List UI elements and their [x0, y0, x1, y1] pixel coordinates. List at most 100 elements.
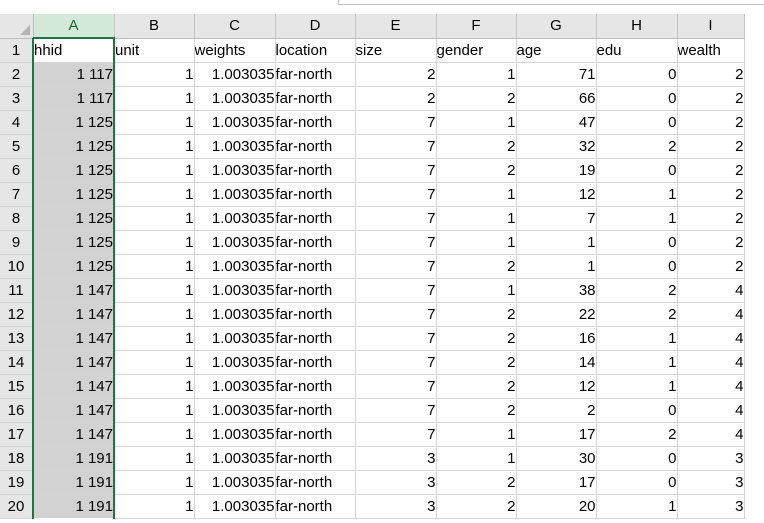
cell-b4[interactable]: 1 [114, 110, 195, 135]
cell-g1[interactable]: age [516, 38, 597, 63]
cell-g13[interactable]: 16 [516, 326, 597, 351]
cell-g9[interactable]: 1 [516, 230, 597, 255]
cell-d1[interactable]: location [275, 38, 356, 63]
cell-d6[interactable]: far-north [275, 158, 356, 183]
cell-f7[interactable]: 1 [436, 182, 517, 207]
cell-c7[interactable]: 1.003035 [194, 182, 276, 207]
cell-g2[interactable]: 71 [516, 62, 597, 87]
cell-b10[interactable]: 1 [114, 254, 195, 279]
cell-d13[interactable]: far-north [275, 326, 356, 351]
cell-h6[interactable]: 0 [596, 158, 678, 183]
cell-a14[interactable]: 1 147 [32, 350, 115, 375]
cell-f11[interactable]: 1 [436, 278, 517, 303]
cell-d5[interactable]: far-north [275, 134, 356, 159]
row-header[interactable]: 4 [0, 110, 34, 135]
cell-f6[interactable]: 2 [436, 158, 517, 183]
cell-a11[interactable]: 1 147 [32, 278, 115, 303]
row-header[interactable]: 3 [0, 86, 34, 111]
cell-h20[interactable]: 1 [596, 494, 678, 519]
cell-b8[interactable]: 1 [114, 206, 195, 231]
cell-i2[interactable]: 2 [677, 62, 745, 87]
row-header[interactable]: 18 [0, 446, 34, 471]
cell-b9[interactable]: 1 [114, 230, 195, 255]
cell-f13[interactable]: 2 [436, 326, 517, 351]
cell-i14[interactable]: 4 [677, 350, 745, 375]
cell-c1[interactable]: weights [194, 38, 276, 63]
cell-h2[interactable]: 0 [596, 62, 678, 87]
cell-f8[interactable]: 1 [436, 206, 517, 231]
cell-i11[interactable]: 4 [677, 278, 745, 303]
cell-f16[interactable]: 2 [436, 398, 517, 423]
cell-d2[interactable]: far-north [275, 62, 356, 87]
cell-f4[interactable]: 1 [436, 110, 517, 135]
cell-h5[interactable]: 2 [596, 134, 678, 159]
cell-a1[interactable]: hhid [32, 38, 115, 63]
column-header-g[interactable]: G [516, 14, 597, 39]
cell-c3[interactable]: 1.003035 [194, 86, 276, 111]
cell-g12[interactable]: 22 [516, 302, 597, 327]
cell-e7[interactable]: 7 [355, 182, 437, 207]
cell-f19[interactable]: 2 [436, 470, 517, 495]
cell-f1[interactable]: gender [436, 38, 517, 63]
cell-d12[interactable]: far-north [275, 302, 356, 327]
cell-a6[interactable]: 1 125 [32, 158, 115, 183]
cell-c9[interactable]: 1.003035 [194, 230, 276, 255]
cell-c4[interactable]: 1.003035 [194, 110, 276, 135]
cell-a18[interactable]: 1 191 [32, 446, 115, 471]
row-header[interactable]: 13 [0, 326, 34, 351]
cell-e19[interactable]: 3 [355, 470, 437, 495]
cell-f9[interactable]: 1 [436, 230, 517, 255]
column-header-d[interactable]: D [275, 14, 356, 39]
cell-c11[interactable]: 1.003035 [194, 278, 276, 303]
cell-a20[interactable]: 1 191 [32, 494, 115, 518]
cell-f5[interactable]: 2 [436, 134, 517, 159]
cell-e10[interactable]: 7 [355, 254, 437, 279]
cell-i16[interactable]: 4 [677, 398, 745, 423]
cell-a15[interactable]: 1 147 [32, 374, 115, 399]
row-header[interactable]: 7 [0, 182, 34, 207]
cell-c15[interactable]: 1.003035 [194, 374, 276, 399]
cell-e20[interactable]: 3 [355, 494, 437, 519]
cell-h19[interactable]: 0 [596, 470, 678, 495]
cell-d7[interactable]: far-north [275, 182, 356, 207]
cell-e3[interactable]: 2 [355, 86, 437, 111]
cell-g3[interactable]: 66 [516, 86, 597, 111]
formula-bar-edge[interactable] [338, 0, 764, 5]
cell-e4[interactable]: 7 [355, 110, 437, 135]
row-header[interactable]: 8 [0, 206, 34, 231]
cell-g7[interactable]: 12 [516, 182, 597, 207]
cell-g19[interactable]: 17 [516, 470, 597, 495]
cell-b12[interactable]: 1 [114, 302, 195, 327]
cell-g15[interactable]: 12 [516, 374, 597, 399]
cell-a19[interactable]: 1 191 [32, 470, 115, 495]
cell-h15[interactable]: 1 [596, 374, 678, 399]
cell-d20[interactable]: far-north [275, 494, 356, 519]
row-header[interactable]: 6 [0, 158, 34, 183]
cell-b6[interactable]: 1 [114, 158, 195, 183]
row-header[interactable]: 17 [0, 422, 34, 447]
cell-d17[interactable]: far-north [275, 422, 356, 447]
cell-e11[interactable]: 7 [355, 278, 437, 303]
cell-d3[interactable]: far-north [275, 86, 356, 111]
cell-h9[interactable]: 0 [596, 230, 678, 255]
cell-c14[interactable]: 1.003035 [194, 350, 276, 375]
cell-d10[interactable]: far-north [275, 254, 356, 279]
cell-b18[interactable]: 1 [114, 446, 195, 471]
cell-c5[interactable]: 1.003035 [194, 134, 276, 159]
cell-c8[interactable]: 1.003035 [194, 206, 276, 231]
cell-a16[interactable]: 1 147 [32, 398, 115, 423]
cell-a2[interactable]: 1 117 [32, 62, 115, 87]
row-header[interactable]: 1 [0, 38, 34, 63]
cell-e15[interactable]: 7 [355, 374, 437, 399]
row-header[interactable]: 11 [0, 278, 34, 303]
cell-e1[interactable]: size [355, 38, 437, 63]
cell-h13[interactable]: 1 [596, 326, 678, 351]
cell-i6[interactable]: 2 [677, 158, 745, 183]
cell-d4[interactable]: far-north [275, 110, 356, 135]
cell-f3[interactable]: 2 [436, 86, 517, 111]
cell-a7[interactable]: 1 125 [32, 182, 115, 207]
cell-e8[interactable]: 7 [355, 206, 437, 231]
cell-d15[interactable]: far-north [275, 374, 356, 399]
cell-g5[interactable]: 32 [516, 134, 597, 159]
cell-d19[interactable]: far-north [275, 470, 356, 495]
